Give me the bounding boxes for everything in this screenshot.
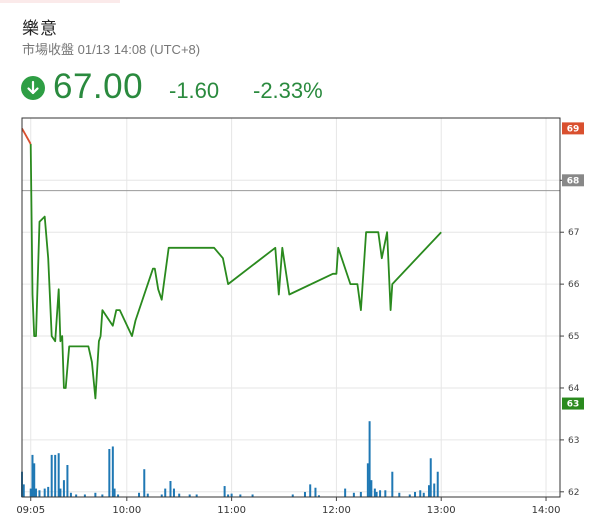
volume-bar-26 bbox=[146, 493, 149, 497]
volume-bar-45 bbox=[352, 492, 355, 497]
y-tick-label-67: 67 bbox=[568, 228, 579, 238]
volume-bar-9 bbox=[50, 454, 53, 497]
x-tick-label-13:00: 13:00 bbox=[427, 505, 456, 516]
volume-bar-17 bbox=[83, 494, 86, 497]
badge-63 bbox=[562, 397, 584, 410]
volume-bar-49 bbox=[370, 480, 373, 497]
arrow-down-icon bbox=[21, 76, 45, 100]
volume-bar-18 bbox=[94, 492, 97, 497]
volume-bar-20 bbox=[108, 449, 111, 497]
volume-bar-55 bbox=[398, 492, 401, 497]
volume-bar-2 bbox=[29, 488, 32, 497]
volume-bar-28 bbox=[164, 488, 167, 497]
volume-bar-1 bbox=[22, 484, 25, 497]
volume-bar-54 bbox=[391, 471, 394, 497]
price-badges: 69 68 63 bbox=[562, 122, 584, 410]
chart-grid bbox=[22, 118, 560, 497]
volume-bar-3 bbox=[31, 454, 34, 497]
volume-bar-7 bbox=[43, 488, 46, 497]
y-tick-label-65: 65 bbox=[568, 332, 579, 342]
volume-bar-16 bbox=[75, 494, 78, 497]
volume-bar-10 bbox=[54, 454, 57, 497]
x-tick-label-14:00: 14:00 bbox=[532, 505, 561, 516]
volume-bar-22 bbox=[113, 488, 116, 497]
badge-68 bbox=[562, 174, 584, 187]
y-tick-label-64: 64 bbox=[568, 384, 580, 394]
last-price: 67.00 bbox=[53, 67, 144, 106]
y-tick-label-66: 66 bbox=[568, 280, 580, 290]
market-status: 市場收盤 01/13 14:08 (UTC+8) bbox=[22, 42, 201, 57]
y-tick-label-62: 62 bbox=[568, 488, 579, 498]
x-tick-label-12:00: 12:00 bbox=[322, 505, 351, 516]
volume-bar-8 bbox=[47, 486, 50, 497]
volume-bars bbox=[21, 421, 439, 497]
volume-bar-12 bbox=[59, 488, 62, 497]
volume-bar-25 bbox=[143, 469, 146, 497]
x-tick-label-10:00: 10:00 bbox=[112, 505, 141, 516]
price-change: -1.60 bbox=[169, 78, 220, 103]
badge-label-69: 69 bbox=[567, 124, 580, 134]
stock-name: 樂意 bbox=[22, 19, 58, 38]
volume-bar-50 bbox=[373, 488, 376, 497]
volume-bar-35 bbox=[227, 494, 230, 497]
badge-69 bbox=[562, 122, 584, 135]
volume-bar-63 bbox=[436, 471, 439, 497]
volume-bar-31 bbox=[178, 493, 181, 497]
volume-bar-36 bbox=[230, 493, 233, 497]
volume-bar-46 bbox=[359, 491, 362, 497]
volume-bar-43 bbox=[317, 495, 320, 497]
volume-bar-62 bbox=[433, 483, 436, 497]
volume-bar-29 bbox=[169, 481, 172, 497]
volume-bar-11 bbox=[57, 453, 60, 497]
volume-bar-60 bbox=[427, 485, 430, 497]
x-tick-label-09:05: 09:05 bbox=[16, 505, 45, 516]
volume-bar-51 bbox=[375, 491, 378, 497]
volume-bar-14 bbox=[66, 465, 69, 497]
volume-bar-39 bbox=[291, 494, 294, 497]
volume-bar-53 bbox=[384, 490, 387, 497]
volume-bar-52 bbox=[379, 490, 382, 497]
top-accent-strip bbox=[0, 0, 120, 3]
volume-bar-21 bbox=[111, 446, 114, 497]
volume-bar-19 bbox=[101, 494, 104, 497]
volume-bar-32 bbox=[188, 494, 191, 497]
volume-bar-37 bbox=[239, 494, 242, 497]
badge-label-63: 63 bbox=[567, 400, 580, 410]
y-tick-label-63: 63 bbox=[568, 436, 579, 446]
volume-bar-5 bbox=[34, 488, 37, 497]
volume-bar-40 bbox=[303, 491, 306, 497]
volume-bar-15 bbox=[69, 492, 72, 497]
volume-bar-48 bbox=[368, 421, 371, 497]
x-tick-label-11:00: 11:00 bbox=[217, 505, 246, 516]
volume-bar-56 bbox=[408, 494, 411, 497]
volume-bar-27 bbox=[160, 494, 163, 497]
volume-bar-23 bbox=[117, 494, 120, 497]
price-line bbox=[29, 143, 442, 400]
chart-frame bbox=[21, 117, 561, 498]
volume-bar-30 bbox=[172, 488, 175, 497]
volume-bar-47 bbox=[366, 463, 369, 497]
volume-bar-6 bbox=[38, 490, 41, 497]
volume-bar-44 bbox=[344, 488, 347, 497]
volume-bar-13 bbox=[62, 480, 65, 497]
volume-bar-34 bbox=[223, 486, 226, 497]
volume-bar-42 bbox=[314, 487, 317, 497]
volume-bar-24 bbox=[138, 492, 141, 497]
badge-label-68: 68 bbox=[567, 176, 580, 186]
price-change-percent: -2.33% bbox=[253, 78, 323, 103]
volume-bar-61 bbox=[429, 458, 432, 497]
opening-segment bbox=[21, 127, 32, 145]
volume-bar-33 bbox=[195, 494, 198, 497]
volume-bar-4 bbox=[33, 463, 36, 497]
volume-bar-58 bbox=[419, 490, 422, 497]
y-axis-ticks: 68 67 66 65 64 63 62 bbox=[560, 176, 580, 498]
volume-bar-38 bbox=[251, 494, 254, 497]
volume-bar-41 bbox=[309, 484, 312, 497]
x-axis-ticks: 09:05 10:00 11:00 12:00 13:00 14:00 bbox=[16, 497, 560, 516]
volume-bar-57 bbox=[414, 491, 417, 497]
volume-bar-59 bbox=[422, 492, 425, 497]
